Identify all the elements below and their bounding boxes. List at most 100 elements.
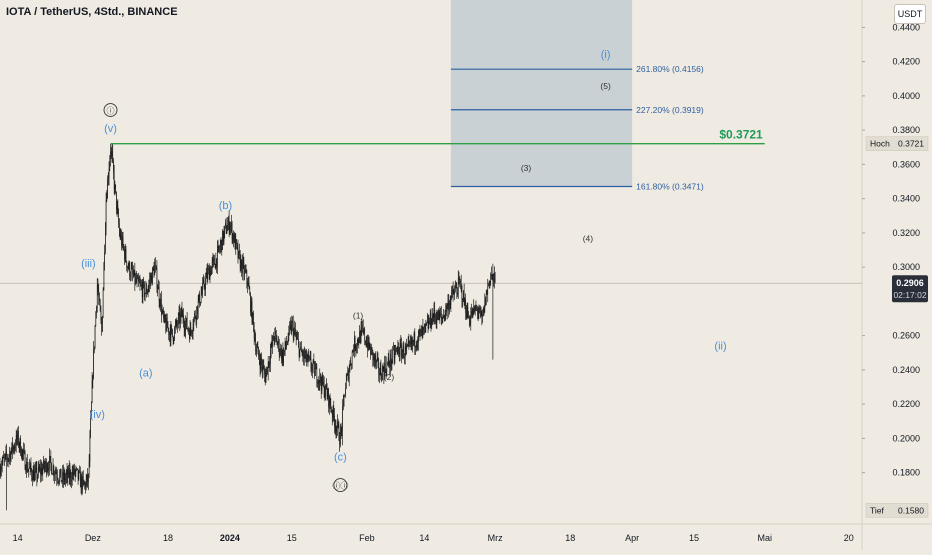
y-axis-tick-label: 0.2200 <box>892 399 920 409</box>
candle-body <box>271 343 272 352</box>
candle-body <box>432 314 433 324</box>
candle-body <box>140 283 141 284</box>
candle-body <box>144 283 145 296</box>
candle-body <box>353 351 354 352</box>
candle-body <box>35 469 36 471</box>
candle-body <box>359 332 360 343</box>
candle-body <box>413 340 414 342</box>
candle-body <box>147 292 148 294</box>
currency-unit-button[interactable]: USDT <box>894 4 926 24</box>
candle-body <box>400 343 401 344</box>
candle-body <box>160 301 161 306</box>
y-axis-tick-label: 0.2600 <box>892 331 920 341</box>
candle-body <box>416 346 417 347</box>
candle-body <box>419 331 420 333</box>
low-tag-name: Tief <box>870 505 884 515</box>
candle-body <box>45 461 46 466</box>
candle-body <box>162 311 163 314</box>
candle-body <box>134 270 135 276</box>
candle-body <box>254 324 255 338</box>
candle-body <box>481 311 482 316</box>
candle-body <box>434 308 435 318</box>
x-axis-tick-label: Feb <box>359 533 375 543</box>
candle-body <box>174 328 175 339</box>
candle-body <box>391 354 392 364</box>
candle-body <box>451 290 452 298</box>
candle-body <box>4 457 5 458</box>
candle-body <box>345 389 346 396</box>
candle-body <box>84 483 85 484</box>
candle-body <box>123 237 124 246</box>
candle-body <box>437 319 438 323</box>
high-tag-value: 0.3721 <box>898 139 924 149</box>
fib-level-label: 261.80% (0.4156) <box>636 64 704 74</box>
candle-body <box>60 469 61 474</box>
candle-body <box>356 346 357 347</box>
candle-body <box>315 369 316 376</box>
candle-body <box>372 347 373 349</box>
candle-body <box>247 271 248 282</box>
candle-body <box>365 341 366 343</box>
candle-body <box>465 300 466 313</box>
candle-body <box>51 456 52 463</box>
candle-body <box>15 447 16 448</box>
candle-body <box>412 340 413 344</box>
candle-body <box>74 467 75 474</box>
candle-body <box>420 329 421 331</box>
candle-body <box>406 347 407 350</box>
candle-body <box>95 313 96 326</box>
y-axis-tick-label: 0.1800 <box>892 468 920 478</box>
candle-body <box>123 245 124 248</box>
candle-body <box>388 358 389 363</box>
candle-body <box>196 306 197 320</box>
wave-label: (2) <box>384 372 395 382</box>
candle-body <box>293 323 294 338</box>
candle-body <box>214 258 215 265</box>
candle-body <box>238 246 239 258</box>
candle-body <box>207 273 208 279</box>
candle-body <box>476 308 477 309</box>
candle-body <box>124 249 125 260</box>
candle-body <box>485 298 486 305</box>
x-axis-tick-label: Mrz <box>488 533 503 543</box>
candle-body <box>261 358 262 369</box>
candle-body <box>199 294 200 305</box>
candle-body <box>70 471 71 480</box>
candle-body <box>470 315 471 322</box>
candle-body <box>196 318 197 321</box>
candle-body <box>161 299 162 314</box>
candle-body <box>201 294 202 302</box>
candle-body <box>34 472 35 481</box>
candle-body <box>270 352 271 364</box>
candle-body <box>101 311 102 320</box>
candle-body <box>171 327 172 329</box>
candle-body <box>310 357 311 359</box>
candle-body <box>197 306 198 313</box>
candle-body <box>319 375 320 383</box>
candle-body <box>136 278 137 283</box>
candle-body <box>114 172 115 189</box>
candle-body <box>179 312 180 316</box>
candle-body <box>407 345 408 347</box>
candle-body <box>86 481 87 489</box>
candle-body <box>284 350 285 352</box>
wave-label: (iii) <box>81 258 96 270</box>
candle-body <box>294 329 295 330</box>
candle-body <box>135 270 136 283</box>
candle-body <box>131 268 132 276</box>
candle-body <box>135 278 136 284</box>
candle-body <box>11 443 12 451</box>
candle-body <box>158 286 159 289</box>
candle-body <box>177 325 178 326</box>
candle-body <box>187 318 188 329</box>
candle-body <box>149 280 150 284</box>
candle-body <box>266 373 267 383</box>
candle-body <box>261 358 262 364</box>
candle-body <box>480 308 481 311</box>
candle-body <box>487 286 488 294</box>
x-axis-tick-label: 15 <box>689 533 699 543</box>
candle-body <box>67 470 68 474</box>
candle-body <box>69 468 70 478</box>
candle-body <box>168 328 169 335</box>
